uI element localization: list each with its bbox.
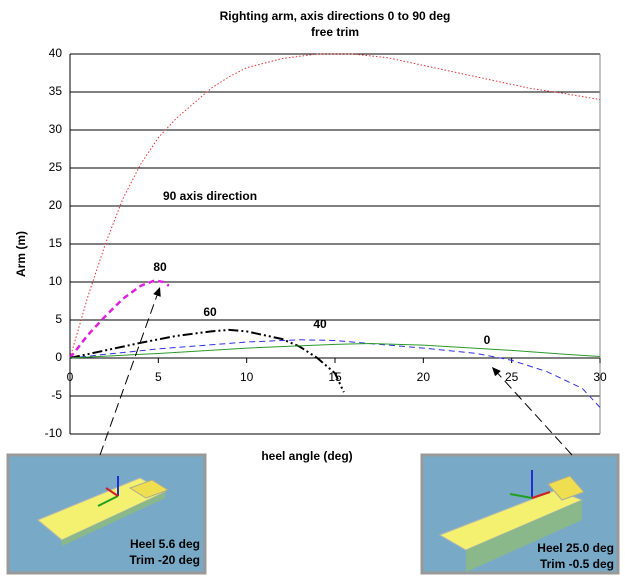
series-line (69, 328, 345, 393)
y-tick-label: 35 (49, 84, 63, 98)
x-tick-label: 20 (417, 370, 431, 384)
y-tick-label: 25 (49, 160, 63, 174)
chart-subtitle: free trim (311, 25, 359, 39)
x-tick-label: 10 (240, 370, 254, 384)
series-line (69, 339, 601, 408)
series-line (69, 53, 601, 359)
x-axis-label: heel angle (deg) (261, 449, 352, 463)
inset-text: Trim -20 deg (129, 553, 200, 567)
y-axis-label: Arm (m) (14, 231, 28, 277)
y-tick-label: 20 (49, 198, 63, 212)
inset-text: Heel 5.6 deg (130, 537, 200, 551)
inset-text: Heel 25.0 deg (537, 541, 614, 555)
y-tick-label: 15 (49, 236, 63, 250)
series-label: 60 (203, 305, 217, 319)
plot-area: -10 -5 0 5 10 15 20 25 30 35 40 0 5 10 15 20 25 30 90 axis… (45, 46, 607, 440)
y-tick-label: -10 (45, 426, 63, 440)
arrow (491, 366, 573, 456)
series-label: 90 axis direction (163, 189, 257, 203)
y-tick-label: 0 (55, 350, 62, 364)
y-tick-label: 5 (55, 312, 62, 326)
x-tick-label: 25 (505, 370, 519, 384)
series-label: 40 (313, 317, 327, 331)
series-label: 80 (153, 260, 167, 274)
x-tick-label: 5 (155, 370, 162, 384)
inset-right (420, 453, 620, 575)
x-tick-label: 30 (593, 370, 607, 384)
chart-title: Righting arm, axis directions 0 to 90 de… (220, 9, 451, 23)
series-line (69, 279, 170, 359)
series-line (69, 343, 601, 359)
inset-text: Trim -0.5 deg (540, 557, 614, 571)
y-tick-label: 10 (49, 274, 63, 288)
inset-left (6, 453, 207, 575)
y-tick-label: 40 (49, 46, 63, 60)
y-tick-label: 30 (49, 122, 63, 136)
series-label: 0 (484, 333, 491, 347)
y-tick-label: -5 (51, 388, 62, 402)
x-tick-label: 15 (328, 370, 342, 384)
x-tick-label: 0 (67, 370, 74, 384)
